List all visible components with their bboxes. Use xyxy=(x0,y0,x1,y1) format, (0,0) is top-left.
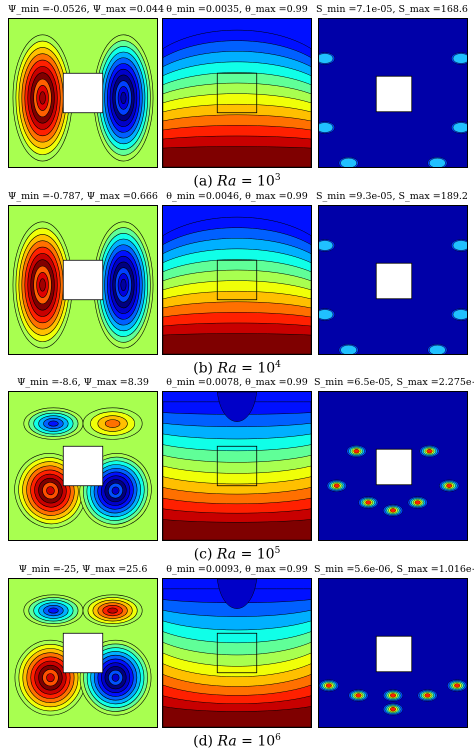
contour-field xyxy=(319,579,467,727)
contour-field xyxy=(319,206,467,354)
entropy-label-b: S_min =9.3e-05, S_max =189.2 xyxy=(316,191,468,202)
contour-field xyxy=(9,392,157,540)
contour-field xyxy=(319,392,467,540)
caption-ra-d: Ra xyxy=(217,733,237,750)
stream-label-a: Ψ_min =-0.0526, Ψ_max =0.044 xyxy=(8,4,165,15)
caption-b: (b) Ra = 104 xyxy=(0,357,474,377)
caption-prefix-d: (d) xyxy=(193,733,214,750)
negative-cell xyxy=(93,34,154,162)
streamfunction-plot-c xyxy=(8,391,158,541)
streamfunction-plot-b xyxy=(8,205,158,355)
entropy-label-d: S_min =5.6e-06, S_max =1.016e+07 xyxy=(314,564,474,575)
obstacle xyxy=(375,262,413,300)
obstacle xyxy=(375,75,413,113)
caption-exp-c: 5 xyxy=(274,546,281,556)
temp-label-c: θ_min =0.0078, θ_max =0.99 xyxy=(166,377,308,388)
caption-eq-a: = 10 xyxy=(240,173,275,190)
obstacle xyxy=(62,259,104,301)
stream-label-d: Ψ_min =-25, Ψ_max =25.6 xyxy=(18,564,148,575)
entropy-hotspots xyxy=(319,52,467,167)
obstacle-outline xyxy=(216,259,258,301)
entropy-plot-d xyxy=(318,578,468,728)
positive-cell xyxy=(12,221,73,349)
entropy-plot-b xyxy=(318,205,468,355)
caption-prefix-c: (c) xyxy=(193,546,213,563)
caption-ra-b: Ra xyxy=(217,360,237,377)
caption-eq-c: = 10 xyxy=(240,546,275,563)
temperature-plot-c xyxy=(162,391,312,541)
caption-eq-d: = 10 xyxy=(241,733,276,750)
positive-cell xyxy=(12,34,73,162)
temp-label-d: θ_min =0.0093, θ_max =0.99 xyxy=(166,564,308,575)
caption-exp-a: 3 xyxy=(274,173,281,183)
positive-cell-upper xyxy=(82,407,143,440)
caption-exp-d: 6 xyxy=(275,733,281,743)
entropy-label-a: S_min =7.1e-05, S_max =168.6 xyxy=(316,4,468,15)
temp-label-a: θ_min =0.0035, θ_max =0.99 xyxy=(166,4,308,15)
caption-ra-c: Ra xyxy=(216,546,237,563)
entropy-hotspots xyxy=(326,445,460,517)
contour-field xyxy=(163,206,311,354)
caption-c: (c) Ra = 105 xyxy=(0,543,474,563)
entropy-hotspots xyxy=(319,239,467,354)
caption-a: (a) Ra = 103 xyxy=(0,170,474,190)
obstacle xyxy=(375,635,413,673)
contour-field xyxy=(9,206,157,354)
obstacle-outline xyxy=(216,72,258,114)
contour-field xyxy=(163,19,311,167)
temperature-plot-a xyxy=(162,18,312,168)
contour-field xyxy=(163,392,311,540)
obstacle xyxy=(62,72,104,114)
stream-label-b: Ψ_min =-0.787, Ψ_max =0.666 xyxy=(8,191,158,202)
negative-cell xyxy=(93,221,154,349)
streamfunction-plot-a xyxy=(8,18,158,168)
negative-cell-upper xyxy=(23,594,84,627)
isotherms xyxy=(163,579,311,727)
caption-ra-a: Ra xyxy=(217,173,237,190)
contour-field xyxy=(163,579,311,727)
stream-label-c: Ψ_min =-8.6, Ψ_max =8.39 xyxy=(17,377,149,388)
entropy-label-c: S_min =6.5e-05, S_max =2.275e+04 xyxy=(314,377,474,388)
positive-cell-upper xyxy=(82,594,143,627)
negative-cell-upper xyxy=(23,407,84,440)
contour-field xyxy=(9,579,157,727)
obstacle xyxy=(375,448,413,486)
contour-field xyxy=(9,19,157,167)
obstacle xyxy=(62,445,104,487)
caption-prefix-a: (a) xyxy=(193,173,213,190)
isotherms xyxy=(163,392,311,540)
temperature-plot-d xyxy=(162,578,312,728)
caption-exp-b: 4 xyxy=(275,360,281,370)
temp-label-b: θ_min =0.0046, θ_max =0.99 xyxy=(166,191,308,202)
isotherms xyxy=(163,29,311,167)
caption-prefix-b: (b) xyxy=(193,360,214,377)
isotherms xyxy=(163,216,311,354)
obstacle-outline xyxy=(216,632,258,674)
obstacle-outline xyxy=(216,445,258,487)
temperature-plot-b xyxy=(162,205,312,355)
entropy-plot-a xyxy=(318,18,468,168)
caption-d: (d) Ra = 106 xyxy=(0,730,474,750)
obstacle xyxy=(62,632,104,674)
entropy-plot-c xyxy=(318,391,468,541)
streamfunction-plot-d xyxy=(8,578,158,728)
negative-cell-lower xyxy=(79,453,152,529)
caption-eq-b: = 10 xyxy=(241,360,276,377)
entropy-hotspots xyxy=(319,679,467,716)
contour-field xyxy=(319,19,467,167)
